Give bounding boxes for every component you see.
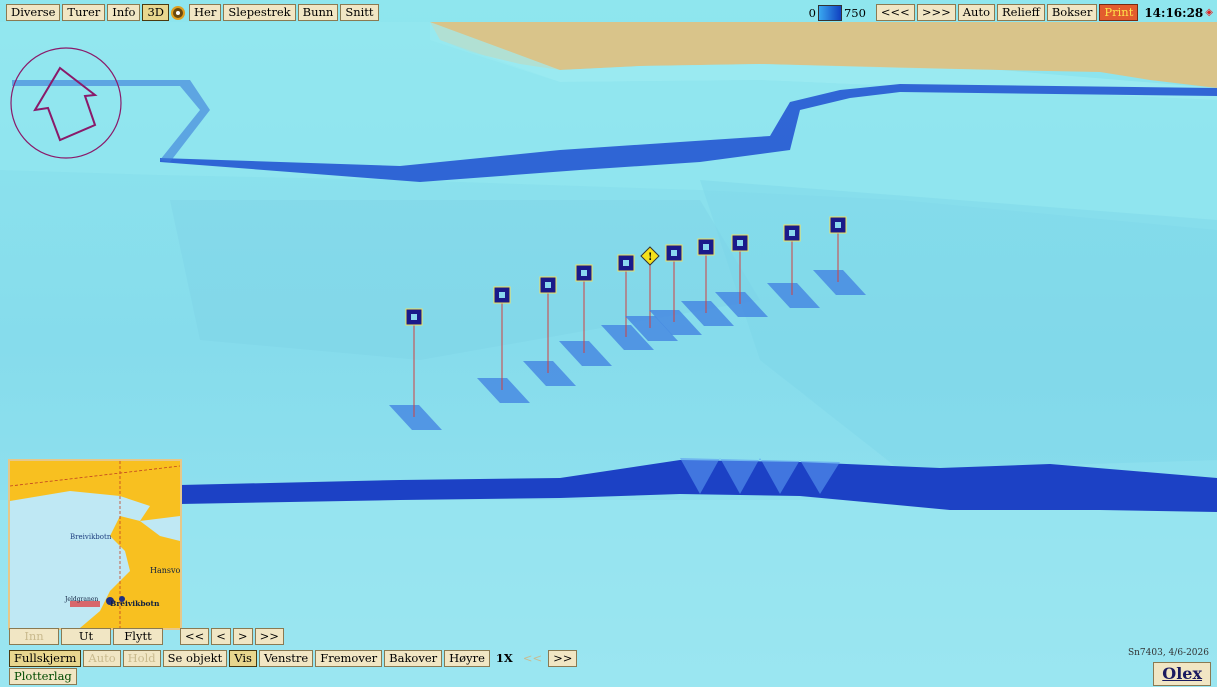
info-button[interactable]: Info [107, 4, 141, 21]
move-button[interactable]: Flytt [113, 628, 163, 645]
back-button[interactable]: <<< [875, 4, 915, 21]
forward-move-button[interactable]: Fremover [315, 650, 383, 667]
print-button[interactable]: Print [1099, 4, 1139, 21]
map-label-1: Breivikbotn [70, 533, 112, 541]
3d-button[interactable]: 3D [142, 4, 169, 21]
map-label-3: Breivikbotn [110, 599, 160, 608]
land-area [430, 22, 1217, 88]
depth-scale: 0 750 [808, 4, 866, 21]
plotter-layer-button[interactable]: Plotterlag [9, 668, 77, 685]
layer-bar: Plotterlag [9, 668, 79, 685]
left-button[interactable]: Venstre [258, 650, 314, 667]
arrow-last-button[interactable]: >> [254, 628, 284, 645]
gps-status-icon: ◈ [1205, 7, 1213, 18]
auto-button[interactable]: Auto [957, 4, 996, 21]
auto-view-button[interactable]: Auto [83, 650, 121, 667]
map-arrows: << < > >> [180, 628, 286, 645]
clock: 14:16:28 [1144, 5, 1204, 20]
depth-max: 750 [843, 5, 866, 20]
brand-logo: Olex [1153, 662, 1211, 686]
depth-ridge-upper [160, 84, 1217, 182]
diverse-button[interactable]: Diverse [6, 4, 61, 21]
overview-map[interactable]: Breivikbotn Hansvo Breivikbotn Jeldgrane… [8, 459, 182, 630]
top-right-toolbar: 0 750 <<< >>> Auto Relieff Bokser Print … [809, 4, 1213, 21]
bottom-toolbar: Fullskjerm Auto Hold Se objekt Vis Venst… [9, 650, 579, 667]
slepestrek-button[interactable]: Slepestrek [223, 4, 296, 21]
speed-up-button[interactable]: >> [548, 650, 578, 667]
depth-gradient [817, 4, 842, 21]
fullscreen-button[interactable]: Fullskjerm [9, 650, 82, 667]
bokser-button[interactable]: Bokser [1046, 4, 1098, 21]
arrow-prev-button[interactable]: < [211, 628, 231, 645]
top-toolbar: Diverse Turer Info 3D Her Slepestrek Bun… [6, 4, 381, 21]
show-button[interactable]: Vis [229, 650, 257, 667]
depth-min: 0 [808, 5, 816, 20]
her-button[interactable]: Her [188, 4, 222, 21]
target-icon[interactable] [170, 5, 185, 20]
turer-button[interactable]: Turer [62, 4, 106, 21]
version-label: Sn7403, 4/6-2026 [1127, 648, 1209, 658]
forward-button[interactable]: >>> [916, 4, 956, 21]
zoom-in-button[interactable]: Inn [9, 628, 59, 645]
snitt-button[interactable]: Snitt [340, 4, 379, 21]
north-arrow-compass [10, 47, 122, 159]
right-button[interactable]: Høyre [444, 650, 490, 667]
map-label-4: Jeldgranen [64, 596, 98, 603]
arrow-next-button[interactable]: > [232, 628, 253, 645]
zoom-out-button[interactable]: Ut [61, 628, 111, 645]
arrow-first-button[interactable]: << [180, 628, 210, 645]
map-nav: Inn Ut Flytt [9, 628, 165, 645]
speed-label: 1X [495, 651, 513, 665]
speed-down-button[interactable]: << [522, 651, 543, 665]
hold-button[interactable]: Hold [122, 650, 161, 667]
see-object-button[interactable]: Se objekt [162, 650, 228, 667]
backward-button[interactable]: Bakover [384, 650, 443, 667]
map-label-2: Hansvo [150, 566, 180, 575]
relieff-button[interactable]: Relieff [997, 4, 1045, 21]
bunn-button[interactable]: Bunn [297, 4, 339, 21]
